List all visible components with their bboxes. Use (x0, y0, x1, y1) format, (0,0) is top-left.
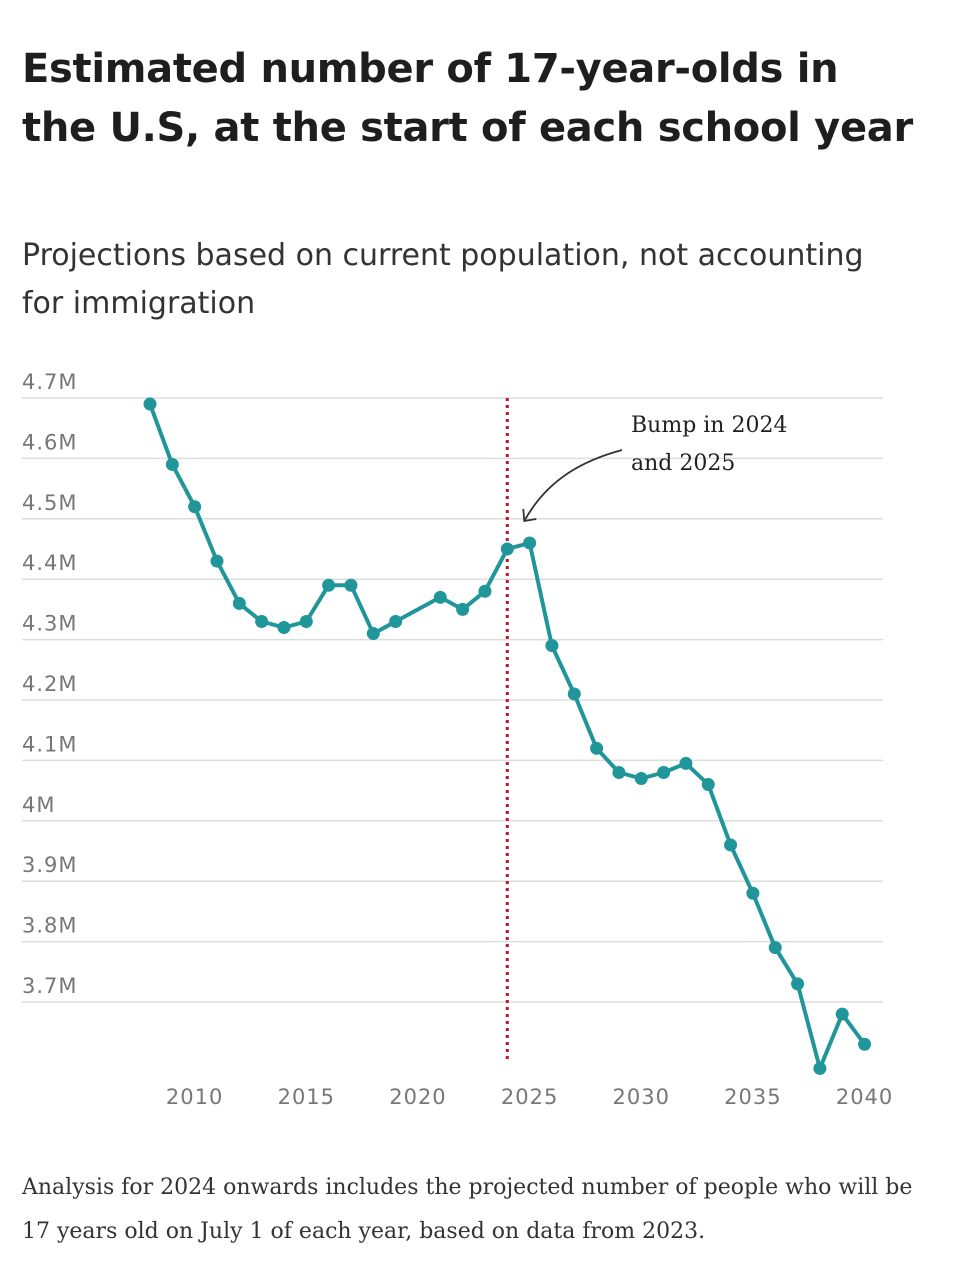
y-tick-label: 4M (22, 793, 55, 817)
data-point (277, 621, 291, 635)
chart-subtitle: Projections based on current population,… (22, 238, 864, 321)
data-point (590, 741, 604, 755)
x-tick-label: 2030 (613, 1085, 670, 1109)
y-tick-label: 4.2M (22, 672, 78, 696)
y-tick-label: 4.1M (22, 732, 78, 756)
x-tick-label: 2020 (389, 1085, 446, 1109)
data-points (143, 397, 872, 1075)
y-axis-ticks: 4.7M 4.6M 4.5M 4.4M 4.3M 4.2M 4.1M 4M 3.9M 3.8M 3.… (22, 370, 78, 998)
chart-title: Estimated number of 17-year-olds in the … (22, 46, 913, 151)
data-point (389, 614, 403, 628)
data-point (768, 941, 782, 955)
x-tick-label: 2040 (836, 1085, 893, 1109)
data-point (165, 457, 179, 471)
y-tick-label: 4.3M (22, 612, 78, 636)
data-point (322, 578, 336, 592)
data-point (500, 542, 514, 556)
annotation-line-2: and 2025 (631, 451, 735, 476)
x-tick-label: 2035 (724, 1085, 781, 1109)
footnote: Analysis for 2024 onwards includes the p… (22, 1175, 913, 1244)
data-point (679, 756, 693, 770)
data-point (366, 627, 380, 641)
y-tick-label: 3.8M (22, 914, 78, 938)
data-point (858, 1037, 872, 1051)
x-axis-ticks: 2010 2015 2020 2025 2030 2035 2040 (166, 1085, 893, 1109)
y-tick-label: 4.5M (22, 491, 78, 515)
data-point (701, 778, 715, 792)
data-point (746, 886, 760, 900)
data-point (299, 614, 313, 628)
gridlines (22, 397, 883, 1003)
y-tick-label: 3.7M (22, 974, 78, 998)
data-point (210, 554, 224, 568)
annotation-arrow (523, 449, 623, 522)
annotation-line-1: Bump in 2024 (631, 413, 787, 438)
data-point (344, 578, 358, 592)
data-point (657, 765, 671, 779)
x-tick-label: 2010 (166, 1085, 223, 1109)
x-tick-label: 2025 (501, 1085, 558, 1109)
annotation-arrowhead (522, 508, 537, 523)
y-tick-label: 4.4M (22, 551, 78, 575)
data-point (143, 397, 157, 411)
data-point (478, 584, 492, 598)
data-point (255, 614, 269, 628)
annotation: Bump in 2024 and 2025 (522, 413, 787, 523)
y-tick-label: 4.7M (22, 370, 78, 394)
data-point (813, 1061, 827, 1075)
x-tick-label: 2015 (278, 1085, 335, 1109)
y-tick-label: 3.9M (22, 853, 78, 877)
data-point (188, 500, 202, 514)
data-point (433, 590, 447, 604)
data-point (567, 687, 581, 701)
y-tick-label: 4.6M (22, 430, 78, 454)
line-chart: 4.7M 4.6M 4.5M 4.4M 4.3M 4.2M 4.1M 4M 3.9M 3.8M 3.… (22, 370, 893, 1109)
data-point (612, 765, 626, 779)
data-point (634, 772, 648, 786)
data-point (835, 1007, 849, 1021)
data-point (523, 536, 537, 550)
data-point (545, 639, 559, 653)
data-point (456, 602, 470, 616)
data-point (791, 977, 805, 991)
data-point (724, 838, 738, 852)
data-point (232, 596, 246, 610)
